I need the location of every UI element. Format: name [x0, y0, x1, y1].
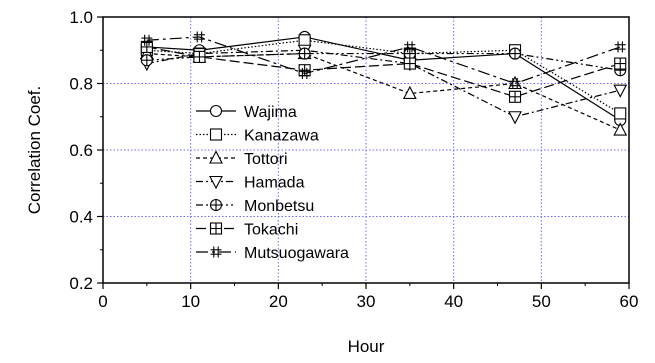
legend-item-kanazawa: Kanazawa — [196, 128, 319, 145]
x-tick-label: 30 — [357, 292, 376, 311]
data-point-mutsuogawara — [193, 31, 205, 43]
data-point-mutsuogawara — [404, 41, 416, 53]
data-point-tokachi — [614, 57, 627, 70]
series-line-monbetsu — [146, 52, 621, 71]
y-tick-label: 0.8 — [69, 75, 93, 94]
legend-marker — [210, 246, 222, 258]
data-point-tottori — [402, 85, 417, 100]
legend-label: Tokachi — [244, 222, 298, 239]
data-point-mutsuogawara — [614, 41, 626, 53]
legend-item-wajima: Wajima — [196, 104, 297, 121]
legend-item-mutsuogawara: Mutsuogawara — [196, 245, 349, 262]
legend-marker — [209, 150, 223, 164]
x-tick-label: 40 — [444, 292, 463, 311]
legend-item-hamada: Hamada — [196, 175, 305, 192]
series-line-tokachi — [146, 46, 621, 98]
legend-item-tottori: Tottori — [196, 150, 288, 168]
grid — [103, 17, 629, 283]
data-point-tottori — [508, 75, 522, 90]
legend-label: Kanazawa — [244, 128, 319, 145]
data-point-mutsuogawara — [299, 68, 311, 80]
legend-marker — [209, 198, 223, 212]
series-line-wajima — [146, 36, 621, 121]
legend-label: Mutsuogawara — [244, 245, 349, 262]
x-tick-label: 60 — [620, 292, 639, 311]
series-group — [139, 30, 628, 136]
legend-marker — [209, 175, 223, 190]
data-point-tokachi — [403, 57, 416, 70]
legend-item-tokachi: Tokachi — [196, 222, 298, 239]
x-tick-label: 20 — [269, 292, 288, 311]
data-point-monbetsu — [403, 47, 416, 60]
x-axis-label: Hour — [348, 337, 385, 356]
x-tick-label: 0 — [98, 292, 107, 311]
data-point-kanazawa — [298, 34, 311, 47]
series-line-kanazawa — [146, 39, 621, 114]
x-tick-label: 50 — [532, 292, 551, 311]
data-point-monbetsu — [508, 47, 522, 60]
x-tick-label: 10 — [181, 292, 200, 311]
y-tick-label: 0.6 — [69, 141, 93, 160]
legend-label: Wajima — [244, 104, 297, 121]
data-point-tokachi — [193, 50, 206, 63]
data-point-mutsuogawara — [141, 34, 153, 46]
data-point-monbetsu — [298, 47, 311, 60]
series-mutsuogawara — [141, 31, 626, 89]
legend-label: Tottori — [244, 151, 288, 168]
series-line-mutsuogawara — [146, 36, 621, 85]
data-point-tokachi — [508, 90, 522, 103]
legend-item-monbetsu: Monbetsu — [196, 198, 314, 215]
y-axis-label: Correlation Coef. — [25, 86, 44, 215]
series-tokachi — [140, 40, 627, 103]
data-point-mutsuogawara — [509, 78, 521, 89]
series-tottori — [139, 45, 628, 136]
data-point-hamada — [613, 84, 628, 98]
y-tick-label: 1.0 — [69, 8, 93, 27]
data-point-kanazawa — [614, 107, 627, 120]
data-point-monbetsu — [140, 54, 153, 67]
data-point-tokachi — [140, 40, 153, 53]
data-point-hamada — [508, 111, 522, 125]
y-tick-label: 0.2 — [69, 274, 93, 293]
legend-label: Hamada — [244, 175, 305, 192]
axis-ticks: 0 10 20 30 40 50 60 0.2 0.4 0.6 0.8 1.0 — [69, 8, 638, 311]
y-tick-label: 0.4 — [69, 208, 93, 227]
legend: Wajima Kanazawa Tottori Hamada Monbetsu Tokac… — [196, 104, 349, 262]
data-point-tottori — [613, 122, 628, 136]
series-line-hamada — [146, 49, 621, 118]
legend-marker — [209, 128, 223, 141]
legend-label: Monbetsu — [244, 198, 314, 215]
legend-marker — [209, 222, 223, 235]
legend-marker — [209, 104, 223, 118]
